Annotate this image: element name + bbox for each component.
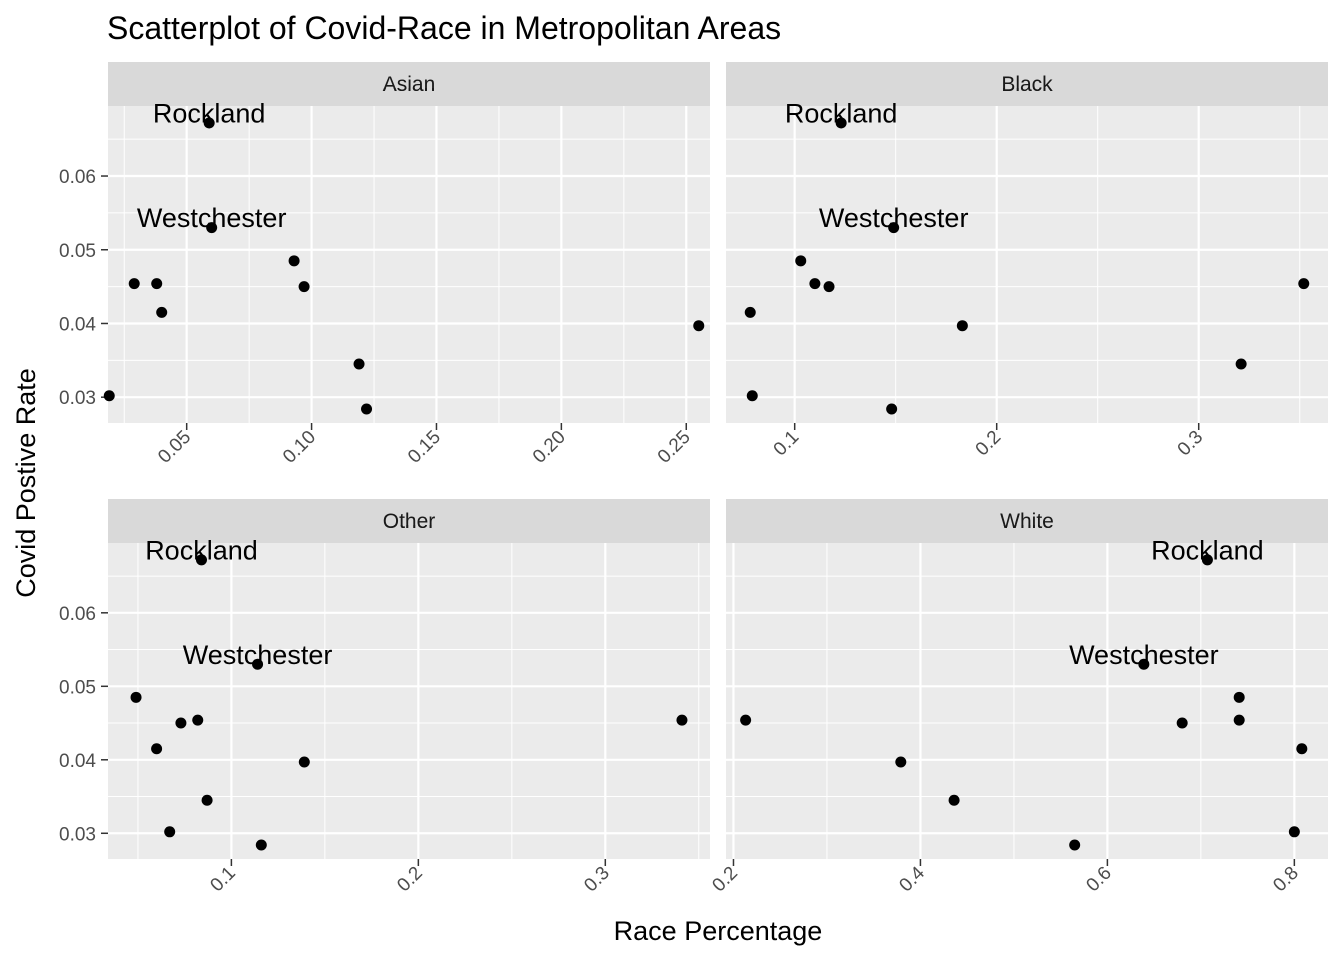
facet-label-overlay: Asian <box>383 73 436 96</box>
data-point <box>151 743 163 755</box>
panel-other: Other 0.03 0.04 0.05 0.06 0.1 0.2 0.3 Rockland We… <box>59 499 710 896</box>
x-tick-label: 0.8 <box>1269 863 1303 897</box>
data-point <box>252 658 264 670</box>
facet-label-overlay: Black <box>1001 73 1053 96</box>
x-tick-label: 0.05 <box>154 427 195 468</box>
point-label-westchester: Westchester <box>819 203 969 233</box>
data-point <box>103 390 115 402</box>
point-label-rockland: Rockland <box>145 535 258 565</box>
data-point <box>1296 743 1308 755</box>
x-tick-label: 0.1 <box>770 427 804 461</box>
data-point <box>130 691 142 703</box>
data-point <box>128 278 140 290</box>
y-tick-label: 0.06 <box>59 604 96 625</box>
point-label-rockland: Rockland <box>1151 535 1264 565</box>
point-label-rockland: Rockland <box>153 98 266 128</box>
x-tick-label: 0.3 <box>580 863 614 897</box>
data-point <box>1288 826 1300 838</box>
x-tick-label: 0.20 <box>529 427 570 468</box>
data-point <box>255 839 267 851</box>
facet-strip-overlay <box>108 62 710 88</box>
data-point <box>288 255 300 267</box>
panel-asian: Asian 0.03 0.04 0.05 0.06 0.05 0.10 0.15 0.20 0.2… <box>59 62 710 468</box>
y-tick-label: 0.05 <box>59 241 96 262</box>
data-point <box>835 117 847 129</box>
data-point <box>151 278 163 290</box>
facet-strip-overlay <box>726 499 1328 525</box>
data-point <box>795 255 807 267</box>
data-point <box>1069 839 1081 851</box>
data-point <box>298 756 310 768</box>
data-point <box>1233 691 1245 703</box>
x-tick-label: 0.3 <box>1174 427 1208 461</box>
panel-white: White0.20.40.60.8RocklandWestchesterWhit… <box>708 499 1328 896</box>
facet-label-overlay: White <box>1000 510 1054 533</box>
data-point <box>192 714 204 726</box>
y-tick-label: 0.04 <box>59 314 96 335</box>
y-tick-label: 0.03 <box>59 824 96 845</box>
x-axis-title: Race Percentage <box>614 916 823 946</box>
data-point <box>956 320 968 332</box>
data-point <box>823 281 835 293</box>
y-axis-title: Covid Postive Rate <box>11 368 41 598</box>
data-point <box>164 826 176 838</box>
facet-panels: Asian 0.03 0.04 0.05 0.06 0.05 0.10 0.15 0.20 0.2… <box>59 62 1328 896</box>
data-point <box>740 714 752 726</box>
data-point <box>1138 658 1150 670</box>
panel-background <box>726 543 1328 859</box>
panel-background <box>108 543 710 859</box>
data-point <box>156 306 168 318</box>
data-point <box>1298 278 1310 290</box>
facet-strip-overlay <box>726 62 1328 88</box>
data-point <box>693 320 705 332</box>
data-point <box>353 358 365 370</box>
data-point <box>298 281 310 293</box>
x-tick-label: 0.4 <box>895 862 929 896</box>
x-tick-label: 0.15 <box>404 427 445 468</box>
data-point <box>195 554 207 566</box>
data-point <box>206 222 218 234</box>
x-tick-label: 0.10 <box>279 427 320 468</box>
y-tick-label: 0.03 <box>59 388 96 409</box>
x-tick-label: 0.6 <box>1082 863 1116 897</box>
data-point <box>361 403 373 415</box>
point-label-westchester: Westchester <box>1069 640 1219 670</box>
x-tick-label: 0.2 <box>708 863 742 897</box>
data-point <box>676 714 688 726</box>
y-tick-label: 0.04 <box>59 751 96 772</box>
data-point <box>886 403 898 415</box>
y-tick-label: 0.05 <box>59 677 96 698</box>
data-point <box>1201 554 1213 566</box>
panel-background <box>726 106 1328 423</box>
y-tick-label: 0.06 <box>59 167 96 188</box>
x-tick-label: 0.2 <box>393 863 427 897</box>
data-point <box>175 717 187 729</box>
x-tick-label: 0.2 <box>972 427 1006 461</box>
x-tick-label: 0.1 <box>206 863 240 897</box>
data-point <box>1233 714 1245 726</box>
panel-background <box>108 106 710 423</box>
data-point <box>744 306 756 318</box>
point-label-westchester: Westchester <box>137 203 287 233</box>
data-point <box>203 117 215 129</box>
data-point <box>895 756 907 768</box>
chart-title: Scatterplot of Covid-Race in Metropolita… <box>107 10 781 46</box>
data-point <box>948 794 960 806</box>
point-label-rockland: Rockland <box>785 98 898 128</box>
data-point <box>809 278 821 290</box>
data-point <box>201 794 213 806</box>
data-point <box>746 390 758 402</box>
point-label-westchester: Westchester <box>183 640 333 670</box>
data-point <box>1176 717 1188 729</box>
data-point <box>1235 358 1247 370</box>
facet-label-overlay: Other <box>383 510 436 533</box>
x-tick-label: 0.25 <box>654 427 695 468</box>
data-point <box>888 222 900 234</box>
facet-strip-overlay <box>108 499 710 525</box>
